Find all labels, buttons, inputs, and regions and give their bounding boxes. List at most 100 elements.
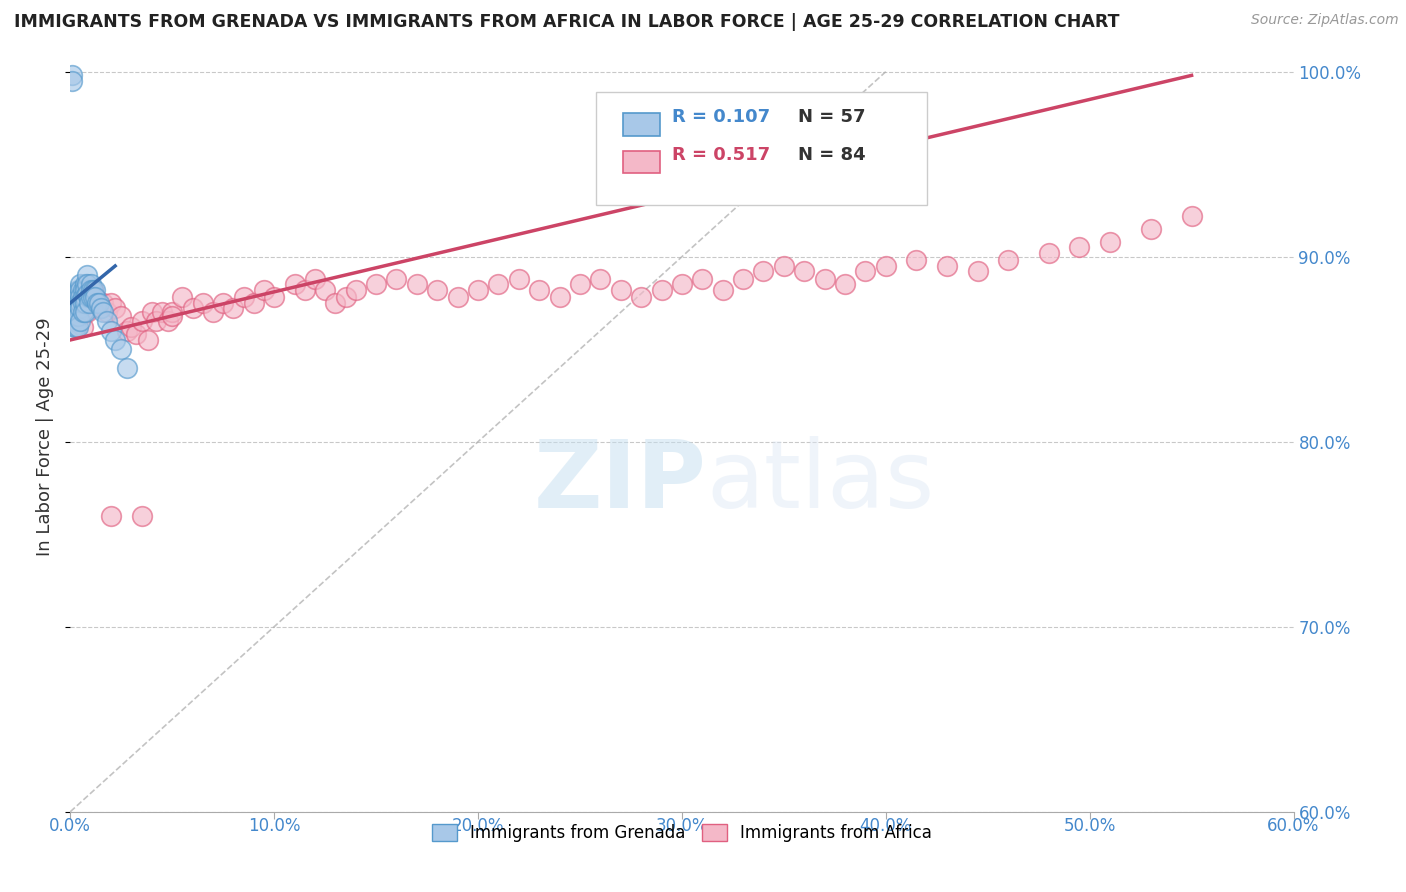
Point: [529, 283, 551, 297]
Point: [76, 305, 98, 319]
Point: [905, 253, 928, 268]
Point: [65, 305, 87, 319]
Point: [69, 277, 91, 292]
Point: [90, 301, 112, 316]
Point: [690, 272, 713, 286]
Point: [263, 290, 285, 304]
Point: [63, 314, 86, 328]
Point: [67, 290, 90, 304]
Point: [610, 283, 633, 297]
Text: N = 84: N = 84: [799, 146, 866, 164]
Point: [131, 314, 153, 328]
Point: [936, 259, 959, 273]
Point: [91, 296, 114, 310]
Text: N = 57: N = 57: [799, 109, 866, 127]
Point: [63, 301, 86, 316]
Point: [447, 290, 470, 304]
Point: [568, 277, 592, 292]
Point: [385, 272, 408, 286]
Point: [104, 333, 127, 347]
Point: [157, 314, 180, 328]
Point: [63, 296, 86, 310]
Point: [966, 264, 988, 278]
Point: [366, 277, 388, 292]
Point: [69, 301, 91, 316]
Point: [671, 277, 693, 292]
Point: [77, 286, 100, 301]
Point: [793, 264, 815, 278]
Point: [314, 283, 336, 297]
Point: [73, 283, 96, 297]
Text: R = 0.107: R = 0.107: [672, 109, 770, 127]
Text: 60.0%: 60.0%: [1267, 817, 1320, 835]
Point: [67, 290, 90, 304]
Point: [630, 290, 652, 304]
Point: [76, 268, 98, 283]
Point: [82, 290, 104, 304]
Point: [100, 324, 122, 338]
Point: [60, 74, 83, 88]
Point: [110, 342, 132, 356]
Point: [73, 296, 96, 310]
Point: [232, 290, 254, 304]
Point: [1099, 235, 1122, 249]
Point: [72, 290, 94, 304]
Point: [65, 320, 87, 334]
Point: [1139, 222, 1161, 236]
Point: [834, 277, 856, 292]
Point: [508, 272, 530, 286]
Point: [86, 296, 108, 310]
Text: IMMIGRANTS FROM GRENADA VS IMMIGRANTS FROM AFRICA IN LABOR FORCE | AGE 25-29 COR: IMMIGRANTS FROM GRENADA VS IMMIGRANTS FR…: [14, 13, 1119, 31]
Point: [72, 320, 94, 334]
Point: [60, 296, 83, 310]
Point: [711, 283, 734, 297]
Point: [117, 324, 139, 338]
Point: [77, 296, 100, 310]
Point: [136, 333, 159, 347]
Point: [91, 305, 114, 319]
Point: [467, 283, 489, 297]
Point: [875, 259, 897, 273]
Text: Source: ZipAtlas.com: Source: ZipAtlas.com: [1251, 13, 1399, 28]
Point: [65, 290, 87, 304]
Point: [79, 277, 103, 292]
Point: [83, 290, 105, 304]
Point: [150, 305, 173, 319]
Point: [104, 301, 127, 316]
Point: [83, 290, 105, 304]
Point: [69, 290, 91, 304]
Point: [222, 301, 245, 316]
Point: [117, 360, 139, 375]
Point: [304, 272, 326, 286]
Point: [191, 296, 214, 310]
Point: [76, 286, 98, 301]
Text: 10.0%: 10.0%: [247, 817, 301, 835]
Point: [65, 309, 87, 323]
Text: ZIP: ZIP: [533, 436, 706, 528]
Point: [72, 296, 94, 310]
Point: [87, 296, 110, 310]
FancyBboxPatch shape: [623, 151, 659, 173]
Text: 20.0%: 20.0%: [451, 817, 505, 835]
Point: [100, 508, 122, 523]
Point: [73, 305, 96, 319]
Point: [69, 296, 91, 310]
Point: [79, 283, 103, 297]
Point: [733, 272, 755, 286]
Point: [488, 277, 510, 292]
Text: R = 0.517: R = 0.517: [672, 146, 770, 164]
Point: [813, 272, 835, 286]
Point: [73, 296, 96, 310]
Point: [63, 305, 86, 319]
Point: [65, 296, 87, 310]
Point: [96, 314, 118, 328]
Point: [335, 290, 357, 304]
Text: 40.0%: 40.0%: [859, 817, 912, 835]
Point: [589, 272, 612, 286]
Point: [1181, 209, 1204, 223]
Point: [323, 296, 347, 310]
Point: [79, 290, 103, 304]
Point: [121, 320, 143, 334]
Point: [67, 320, 90, 334]
Text: 30.0%: 30.0%: [655, 817, 709, 835]
